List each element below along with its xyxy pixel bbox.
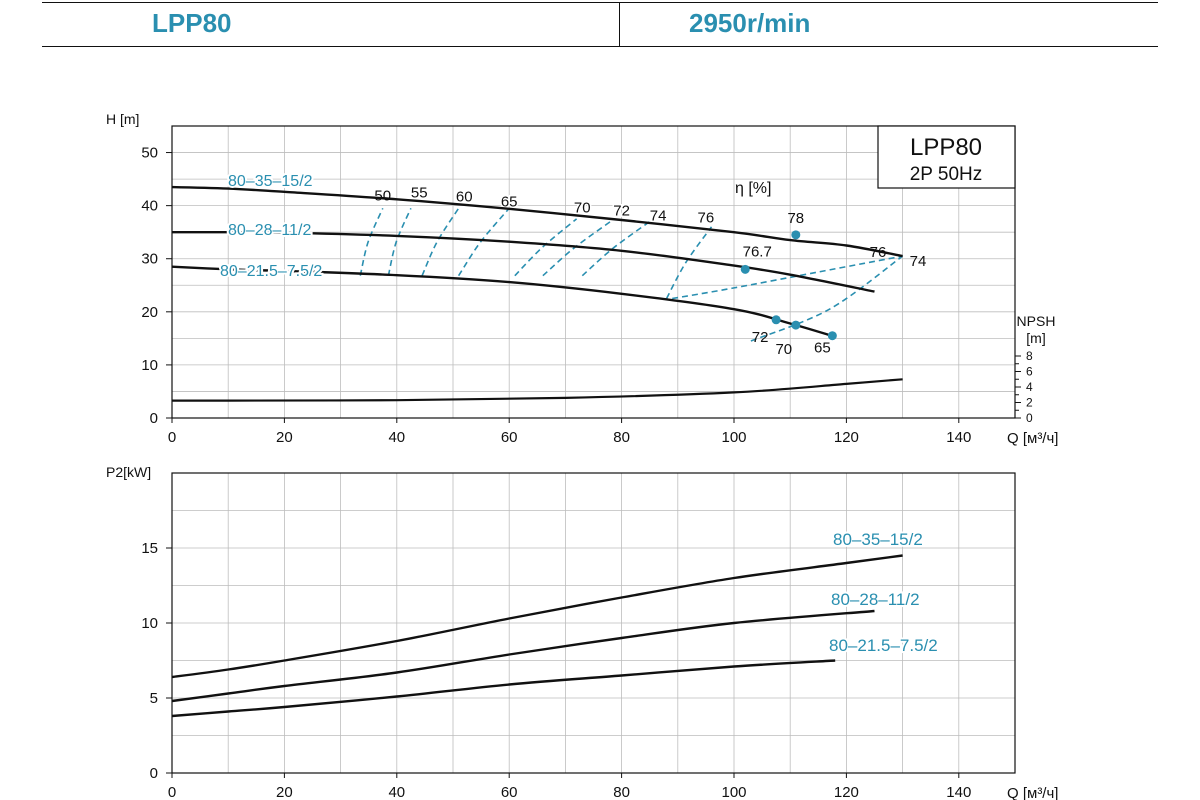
x-tick-label: 0	[168, 784, 176, 800]
x-tick-label: 80	[613, 429, 630, 446]
x-tick-label: 20	[276, 784, 293, 800]
header-divider	[619, 2, 620, 46]
head-series-label: 80–35–15/2	[228, 173, 313, 190]
efficiency-contour-label: 76	[698, 210, 715, 227]
y-tick-label: 10	[141, 615, 158, 632]
y-tick-label: 0	[150, 765, 158, 782]
x-tick-label: 100	[721, 784, 746, 800]
efficiency-point-label: 78	[787, 210, 804, 227]
npsh-tick-label: 2	[1026, 396, 1033, 410]
efficiency-marker-label: 74	[910, 253, 927, 270]
y-tick-label: 30	[141, 251, 158, 268]
legend-subtitle: 2P 50Hz	[910, 164, 983, 185]
efficiency-marker-label: 76	[870, 244, 887, 261]
efficiency-contour	[665, 226, 713, 299]
efficiency-contour-label: 74	[650, 208, 667, 225]
x-tick-label: 80	[613, 784, 630, 800]
efficiency-contour	[514, 218, 578, 277]
efficiency-contour	[542, 220, 611, 277]
y-axis-label: H [m]	[106, 111, 139, 127]
header-top-rule	[42, 2, 1158, 3]
npsh-tick-label: 0	[1026, 411, 1033, 425]
efficiency-contour-label: 72	[613, 203, 630, 220]
header-bottom-rule	[42, 46, 1158, 47]
legend-box	[877, 125, 1016, 189]
npsh-tick-label: 4	[1026, 380, 1033, 394]
x-axis-label: Q [м³/ч]	[1007, 430, 1058, 447]
legend-title: LPP80	[910, 134, 982, 161]
x-axis-label: Q [м³/ч]	[1007, 785, 1058, 800]
power-curve	[171, 554, 903, 679]
x-tick-label: 120	[834, 784, 859, 800]
efficiency-contour-label: 50	[374, 187, 391, 204]
efficiency-contour	[581, 220, 651, 277]
y-tick-label: 10	[141, 357, 158, 374]
x-tick-label: 20	[276, 429, 293, 446]
x-tick-label: 120	[834, 429, 859, 446]
y-tick-label: 20	[141, 304, 158, 321]
efficiency-point	[740, 264, 750, 274]
y-tick-label: 50	[141, 145, 158, 162]
efficiency-contour-label: 55	[411, 185, 428, 202]
power-series-label: 80–21.5–7.5/2	[829, 636, 938, 655]
y-tick-label: 15	[141, 540, 158, 557]
x-tick-label: 0	[168, 429, 176, 446]
npsh-axis-label: NPSH	[1017, 313, 1056, 329]
head-curve	[171, 230, 875, 293]
head-curve	[171, 185, 903, 258]
x-tick-label: 100	[721, 429, 746, 446]
npsh-curve	[172, 378, 903, 402]
head-curve	[171, 265, 836, 338]
power-series-label: 80–28–11/2	[831, 590, 920, 609]
y-axis-label: P2[kW]	[106, 464, 151, 480]
plot-frame	[171, 125, 1016, 419]
efficiency-envelope	[750, 255, 904, 342]
npsh-axis-unit: [m]	[1026, 330, 1045, 346]
efficiency-point	[791, 320, 801, 330]
efficiency-point	[791, 230, 801, 240]
x-tick-label: 60	[501, 429, 518, 446]
x-tick-label: 40	[388, 429, 405, 446]
model-title: LPP80	[152, 8, 232, 38]
efficiency-point-label: 72	[752, 329, 769, 346]
x-tick-label: 140	[946, 429, 971, 446]
x-tick-label: 60	[501, 784, 518, 800]
npsh-tick-label: 8	[1026, 349, 1033, 363]
efficiency-contour-label: 60	[456, 188, 473, 205]
efficiency-point	[827, 331, 837, 341]
header-bar: LPP80 2950r/min	[0, 0, 1200, 50]
efficiency-point-label: 76.7	[743, 243, 772, 260]
y-tick-label: 5	[150, 690, 158, 707]
efficiency-contour	[387, 207, 412, 276]
power-curve	[171, 609, 875, 703]
efficiency-contour-label: 70	[574, 200, 591, 217]
head-series-label: 80–28–11/2	[228, 222, 311, 239]
efficiency-label: η [%]	[735, 180, 771, 197]
power-curve	[171, 659, 836, 718]
efficiency-contour	[359, 207, 384, 276]
efficiency-point	[771, 315, 781, 325]
head-series-label: 80–21.5–7.5/2	[220, 263, 322, 280]
x-tick-label: 140	[946, 784, 971, 800]
efficiency-contour	[457, 207, 510, 277]
power-series-label: 80–35–15/2	[833, 530, 923, 549]
efficiency-point-label: 70	[775, 341, 792, 358]
efficiency-envelope	[672, 255, 903, 300]
efficiency-point-label: 65	[814, 340, 831, 357]
y-tick-label: 40	[141, 198, 158, 215]
y-tick-label: 0	[150, 410, 158, 427]
x-tick-label: 40	[388, 784, 405, 800]
npsh-tick-label: 6	[1026, 365, 1033, 379]
speed-title: 2950r/min	[689, 8, 811, 38]
